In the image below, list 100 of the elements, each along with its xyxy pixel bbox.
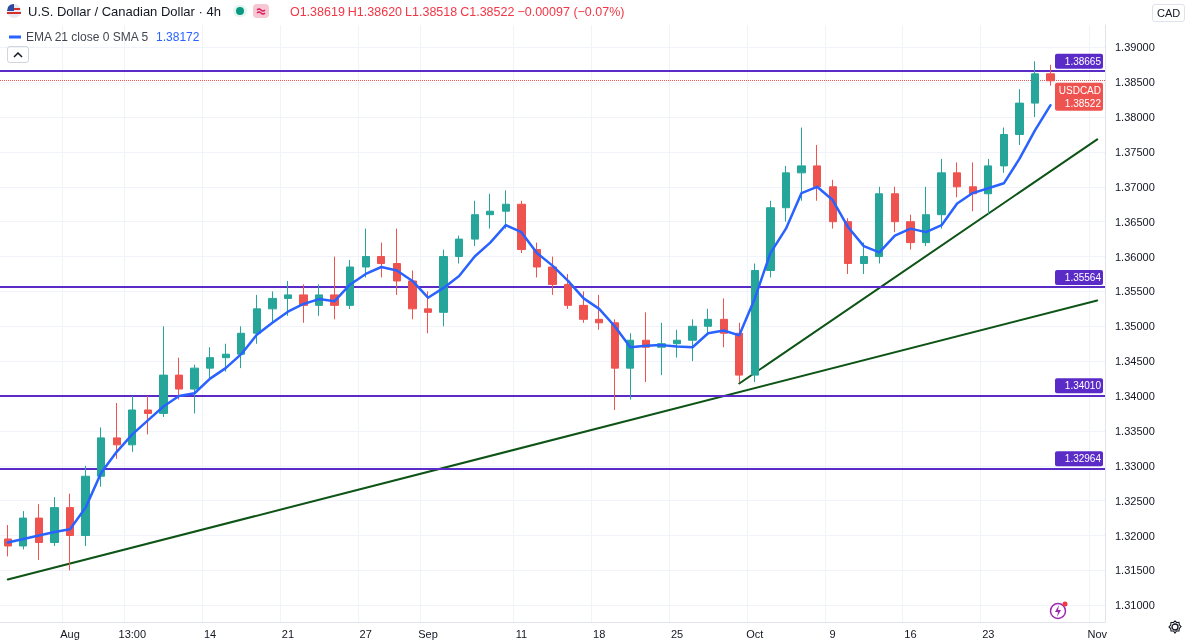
text: H1.38620 <box>347 4 403 19</box>
candlestick <box>735 322 743 383</box>
candlestick <box>844 217 852 275</box>
candlestick <box>346 259 354 310</box>
candlestick <box>284 280 292 317</box>
legend-label: EMA 21 close 0 SMA 5 <box>26 30 155 44</box>
candlestick <box>128 395 136 453</box>
y-tick-label: 1.35000 <box>1115 320 1155 333</box>
y-tick-label: 1.37500 <box>1115 145 1155 158</box>
candlestick <box>517 200 526 254</box>
candlestick <box>190 364 199 414</box>
candlestick <box>362 228 370 278</box>
candlestick <box>922 186 930 247</box>
x-tick-label: 13:00 <box>118 627 147 640</box>
candlestick <box>875 186 883 265</box>
x-tick-label: 9 <box>829 627 836 640</box>
y-tick-label: 1.35500 <box>1115 285 1155 298</box>
candlestick <box>175 357 183 401</box>
candlestick <box>35 503 43 561</box>
text: −0.00097 (−0.07%) <box>517 4 625 19</box>
candlestick <box>766 200 775 278</box>
candlestick <box>268 290 277 324</box>
candlestick <box>564 273 572 310</box>
candlestick <box>704 308 712 334</box>
x-tick-label: 11 <box>515 627 528 640</box>
candlestick <box>424 290 432 334</box>
x-tick-label: 21 <box>281 627 295 640</box>
text: L1.38518 <box>405 4 458 19</box>
y-tick-label: 1.34000 <box>1115 390 1155 403</box>
ref-line-label: 1.34010 <box>1064 380 1102 392</box>
text: C1.38522 <box>460 4 515 19</box>
annotation: 1.38172 <box>156 30 200 44</box>
candlestick <box>1015 88 1024 146</box>
x-tick-label: Aug <box>60 627 80 640</box>
candlestick <box>113 402 121 460</box>
y-tick-label: 1.33000 <box>1115 459 1155 472</box>
candlestick <box>782 165 790 223</box>
candlestick <box>408 270 417 320</box>
y-tick-label: 1.36000 <box>1115 250 1155 263</box>
y-tick-label: 1.37000 <box>1115 180 1155 193</box>
candlestick <box>673 329 681 359</box>
candlestick <box>50 496 59 547</box>
candlestick <box>455 235 463 265</box>
candlestick <box>377 242 385 278</box>
x-tick-label: 23 <box>982 627 995 640</box>
y-tick-label: 1.32000 <box>1115 529 1155 542</box>
candlestick <box>1031 60 1039 118</box>
x-tick-label: 16 <box>904 627 917 640</box>
ref-line-label: USDCAD 1.38522 <box>1058 84 1102 109</box>
ref-line-label: 1.35564 <box>1064 271 1102 283</box>
y-tick-label: 1.38000 <box>1115 111 1155 124</box>
line-series <box>6 103 1052 544</box>
y-tick-label: 1.38500 <box>1115 76 1155 89</box>
candlestick <box>237 325 245 369</box>
text: CAD <box>1152 4 1186 22</box>
candlestick <box>548 256 557 296</box>
candlestick <box>206 346 214 380</box>
y-tick-label: 1.36500 <box>1115 215 1155 228</box>
candlestick <box>813 144 821 202</box>
ref-line-label: 1.38665 <box>1064 55 1102 67</box>
x-tick-label: 25 <box>670 627 684 640</box>
candlestick <box>502 189 510 230</box>
candlestick <box>797 127 806 202</box>
candlestick <box>222 343 230 373</box>
candlestick <box>81 465 90 547</box>
y-tick-label: 1.34500 <box>1115 355 1155 368</box>
candlestick <box>579 290 588 324</box>
y-tick-label: 1.33500 <box>1115 424 1155 437</box>
candlestick <box>891 186 899 233</box>
ref-line-label: 1.32964 <box>1064 453 1102 465</box>
candlestick <box>1000 127 1008 174</box>
y-tick-label: 1.31000 <box>1115 599 1155 612</box>
chart-title: U.S. Dollar / Canadian Dollar · 4h <box>28 3 221 19</box>
text: O1.38619 <box>289 4 345 19</box>
x-tick-label: 18 <box>593 627 606 640</box>
candlestick <box>439 249 448 327</box>
candlestick <box>937 158 946 230</box>
candlestick <box>984 158 992 216</box>
x-tick-label: 27 <box>359 627 372 640</box>
candlestick <box>626 332 634 401</box>
x-tick-label: Nov <box>1087 627 1108 640</box>
x-tick-label: 14 <box>203 627 217 640</box>
candlestick <box>19 510 27 550</box>
x-tick-label: Oct <box>746 627 764 640</box>
candlestick <box>751 263 759 383</box>
y-tick-label: 1.32500 <box>1115 494 1155 507</box>
candlestick <box>97 426 105 488</box>
candlestick <box>595 294 603 331</box>
candlestick <box>471 200 479 247</box>
candlestick <box>860 242 868 275</box>
candlestick <box>611 318 619 411</box>
y-tick-label: 1.39000 <box>1115 41 1155 54</box>
candlestick <box>486 193 494 230</box>
candlestick <box>159 325 168 418</box>
y-tick-label: 1.31500 <box>1115 564 1155 577</box>
candlestick <box>688 318 697 362</box>
candlestick <box>953 161 961 198</box>
candlestick <box>144 395 152 435</box>
candlestick <box>253 294 261 345</box>
x-tick-label: Sep <box>418 627 438 640</box>
